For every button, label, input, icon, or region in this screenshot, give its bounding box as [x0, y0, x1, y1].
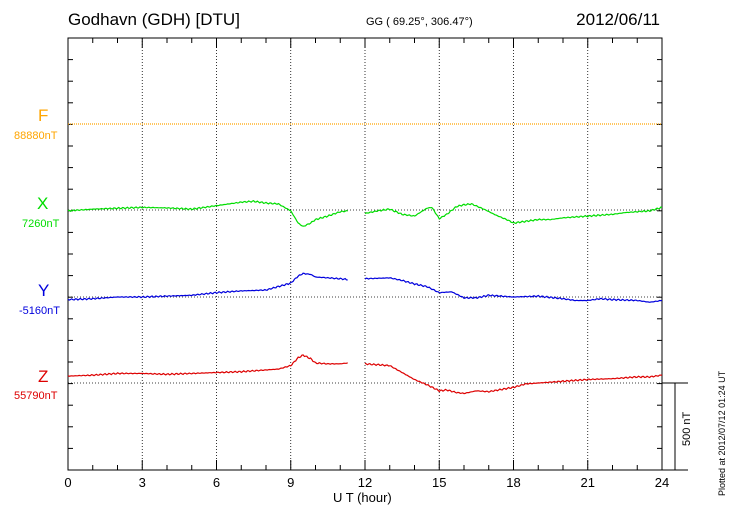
x-tick-label: 15: [432, 475, 446, 490]
channel-f-label: F: [38, 106, 49, 125]
channel-z-baseline: 55790nT: [14, 390, 58, 402]
x-tick-label: 18: [506, 475, 520, 490]
series-lines: [67, 123, 663, 395]
scale-bar: [662, 382, 688, 471]
scale-label: 500 nT: [681, 411, 693, 446]
date-label: 2012/06/11: [576, 10, 660, 29]
x-tick-label: 12: [358, 475, 372, 490]
x-tick-label: 3: [139, 475, 146, 490]
channel-y-label: Y: [38, 281, 50, 300]
channel-x-baseline: 7260nT: [22, 218, 60, 230]
station-title: Godhavn (GDH) [DTU]: [68, 10, 240, 29]
channel-z-label: Z: [38, 367, 49, 386]
x-tick-label: 0: [64, 475, 71, 490]
series-line-y: [67, 272, 663, 303]
grid-lines: [68, 38, 662, 470]
channel-f-baseline: 88880nT: [14, 130, 58, 142]
plotted-timestamp: Plotted at 2012/07/12 01:24 UT: [717, 370, 727, 496]
channel-y-baseline: -5160nT: [19, 305, 60, 317]
x-tick-labels: 0 3 6 9 12 15 18 21 24: [64, 475, 669, 490]
geographic-coordinates: GG ( 69.25°, 306.47°): [366, 16, 473, 28]
x-tick-label: 24: [655, 475, 669, 490]
axis-ticks: [67, 38, 663, 470]
channel-x-label: X: [37, 194, 49, 213]
series-line-z: [67, 354, 663, 395]
x-tick-label: 9: [287, 475, 294, 490]
series-line-x: [67, 200, 663, 227]
x-tick-label: 21: [581, 475, 595, 490]
x-tick-label: 6: [213, 475, 220, 490]
x-axis-label: U T (hour): [333, 490, 392, 505]
